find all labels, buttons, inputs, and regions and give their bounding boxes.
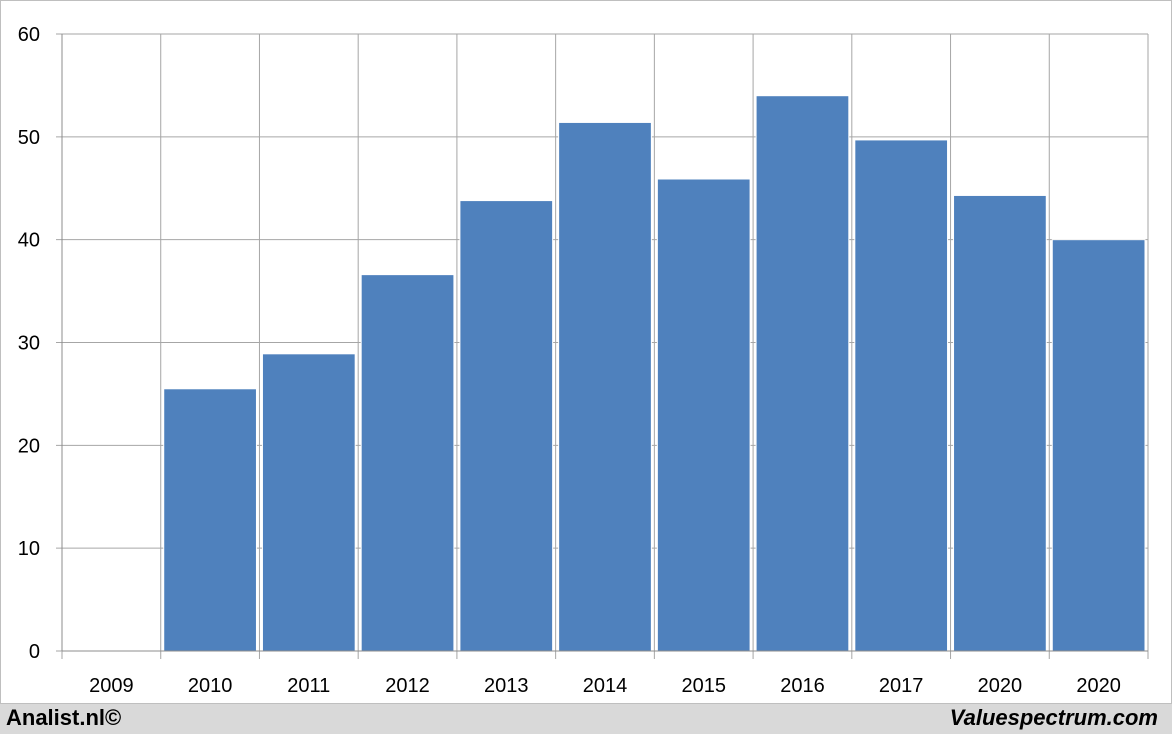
bar-chart: 0 10 20 30 40 50 60 2009 2010 2011 2012 2013 2014 201… [18,24,1149,697]
bar-2011-2 [261,353,356,652]
tick-labels: 0 10 20 30 40 50 60 2009 2010 2011 2012 2013 2014 201… [18,24,1121,697]
bar-2010-1 [163,388,257,652]
x-tick-label: 2011 [287,675,330,697]
bar-2014-5 [558,121,652,652]
x-tick-label: 2009 [89,675,134,697]
bar-2015-6 [656,178,751,652]
y-tick-label: 60 [18,24,40,46]
bars [163,95,1146,652]
x-tick-label: 2015 [681,675,726,697]
bar-2016-7 [755,95,850,652]
bar-2017-8 [854,139,949,652]
y-tick-label: 40 [18,230,40,252]
y-tick-label: 10 [18,538,40,560]
footer-source-credit: Analist.nl© [6,705,122,730]
y-tick-label: 50 [18,127,40,149]
footer-site-credit: Valuespectrum.com [949,705,1158,730]
y-tick-label: 20 [18,435,40,457]
x-tick-label: 2014 [583,675,628,697]
y-tick-label: 0 [29,641,40,663]
x-tick-label: 2016 [780,675,825,697]
bar-2013-4 [459,200,554,652]
x-tick-label: 2017 [879,675,924,697]
x-tick-label: 2010 [188,675,233,697]
axes [61,34,1148,652]
x-tick-label: 2020 [1076,675,1121,697]
x-tick-label: 2020 [978,675,1023,697]
bar-2020-10 [1051,239,1146,652]
bar-2012-3 [360,274,455,652]
y-tick-label: 30 [18,333,40,355]
x-tick-label: 2012 [385,675,430,697]
x-tick-label: 2013 [484,675,529,697]
bar-2020-9 [953,194,1047,652]
